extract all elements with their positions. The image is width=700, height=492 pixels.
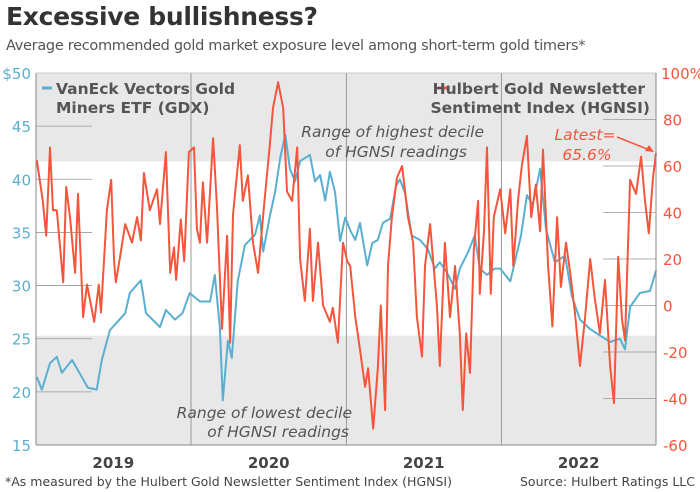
source: Source: Hulbert Ratings LLC — [520, 474, 695, 489]
chart-title: Excessive bullishness? — [6, 2, 318, 31]
left-tick-label: 30 — [12, 278, 31, 296]
footnote: *As measured by the Hulbert Gold Newslet… — [5, 474, 452, 489]
right-tick-label: 80 — [663, 112, 682, 130]
left-tick-label: $50 — [2, 65, 31, 83]
gdx-legend-label: Miners ETF (GDX) — [56, 99, 209, 117]
low-band-label: Range of lowest decile — [177, 404, 352, 422]
left-tick-label: 35 — [12, 224, 31, 242]
right-tick-label: 60 — [663, 158, 682, 176]
right-tick-label: 100% — [661, 65, 700, 83]
left-tick-label: 25 — [12, 331, 31, 349]
x-tick-label: 2022 — [558, 454, 600, 472]
right-tick-label: 40 — [663, 205, 682, 223]
high-band-label: of HGNSI readings — [325, 143, 467, 161]
chart-subtitle: Average recommended gold market exposure… — [6, 38, 586, 54]
latest-arrow — [616, 136, 653, 152]
x-tick-label: 2020 — [248, 454, 290, 472]
x-tick-label: 2021 — [403, 454, 445, 472]
low-band-label: of HGNSI readings — [207, 423, 349, 441]
latest-annotation: 65.6% — [562, 146, 611, 164]
right-tick-label: 20 — [663, 251, 682, 269]
hgnsi-legend-label: Hulbert Gold Newsletter — [433, 80, 646, 98]
arrowhead-icon — [645, 144, 654, 152]
left-tick-label: 20 — [12, 384, 31, 402]
right-tick-label: -60 — [663, 437, 688, 455]
gdx-legend-label: VanEck Vectors Gold — [56, 80, 235, 98]
left-tick-label: 40 — [12, 171, 31, 189]
right-tick-label: -40 — [663, 391, 688, 409]
left-tick-label: 15 — [12, 437, 31, 455]
high-band-label: Range of highest decile — [301, 123, 484, 141]
hgnsi-line — [35, 81, 657, 430]
left-tick-label: 45 — [12, 118, 31, 136]
right-tick-label: 0 — [663, 298, 673, 316]
latest-annotation: Latest= — [555, 126, 616, 144]
hgnsi-legend-label: Sentiment Index (HGNSI) — [430, 99, 650, 117]
x-tick-label: 2019 — [92, 454, 134, 472]
right-tick-label: -20 — [663, 344, 688, 362]
